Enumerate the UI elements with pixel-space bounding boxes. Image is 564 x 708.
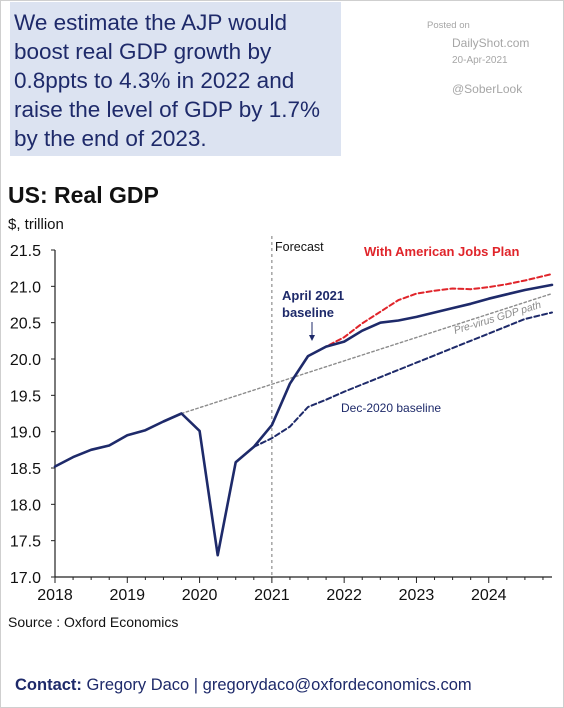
contact-text: Gregory Daco | gregorydaco@oxfordeconomi… — [86, 676, 472, 694]
y-tick-label: 18.5 — [10, 461, 41, 478]
contact-label: Contact: — [15, 676, 82, 694]
watermark-date: 20-Apr-2021 — [452, 55, 508, 66]
dec-2020-baseline-line — [252, 311, 553, 448]
contact-line: Contact: Gregory Daco | gregorydaco@oxfo… — [15, 676, 472, 695]
april-baseline-label-line1: April 2021 — [282, 288, 344, 303]
y-axis-unit-label: $, trillion — [8, 216, 64, 233]
y-tick-label: 19.5 — [10, 388, 41, 405]
y-tick-label: 21.5 — [10, 243, 41, 260]
forecast-label: Forecast — [275, 240, 324, 254]
axes-layer: 17.0 17.5 18.0 18.5 19.0 19.5 20.0 20.5 21.0 21.5… — [10, 236, 552, 604]
april-baseline-label-line2: baseline — [282, 305, 334, 320]
x-tick-label: 2019 — [109, 587, 145, 604]
x-tick-label: 2018 — [37, 587, 73, 604]
pre-virus-gdp-path-line — [180, 292, 553, 415]
x-tick-label: 2024 — [471, 587, 507, 604]
annotation-layer: Forecast With American Jobs Plan April 2… — [275, 240, 543, 415]
x-tick-label: 2023 — [399, 587, 435, 604]
april-baseline-arrow-head — [309, 335, 315, 341]
watermark-handle: @SoberLook — [452, 82, 523, 96]
y-tick-label: 19.0 — [10, 425, 41, 442]
with-american-jobs-plan-line — [307, 273, 553, 358]
y-tick-label: 20.0 — [10, 352, 41, 369]
watermark-site: DailyShot.com — [452, 36, 530, 50]
chart-title: US: Real GDP — [8, 182, 159, 208]
dec-2020-baseline-label: Dec-2020 baseline — [341, 401, 441, 415]
y-tick-label: 17.5 — [10, 534, 41, 551]
x-tick-label: 2020 — [182, 587, 218, 604]
y-tick-label: 18.0 — [10, 497, 41, 514]
source-note: Source : Oxford Economics — [8, 614, 179, 630]
y-tick-label: 17.0 — [10, 570, 41, 587]
y-tick-label: 21.0 — [10, 279, 41, 296]
american-jobs-plan-label: With American Jobs Plan — [364, 244, 519, 259]
x-tick-label: 2022 — [326, 587, 362, 604]
headline-text: We estimate the AJP would boost real GDP… — [14, 10, 320, 151]
april-2021-baseline-line — [53, 283, 554, 557]
series-layer — [53, 273, 554, 557]
headline-box — [10, 2, 341, 156]
x-tick-label: 2021 — [254, 587, 290, 604]
y-tick-label: 20.5 — [10, 316, 41, 333]
watermark-posted: Posted on — [427, 20, 470, 31]
